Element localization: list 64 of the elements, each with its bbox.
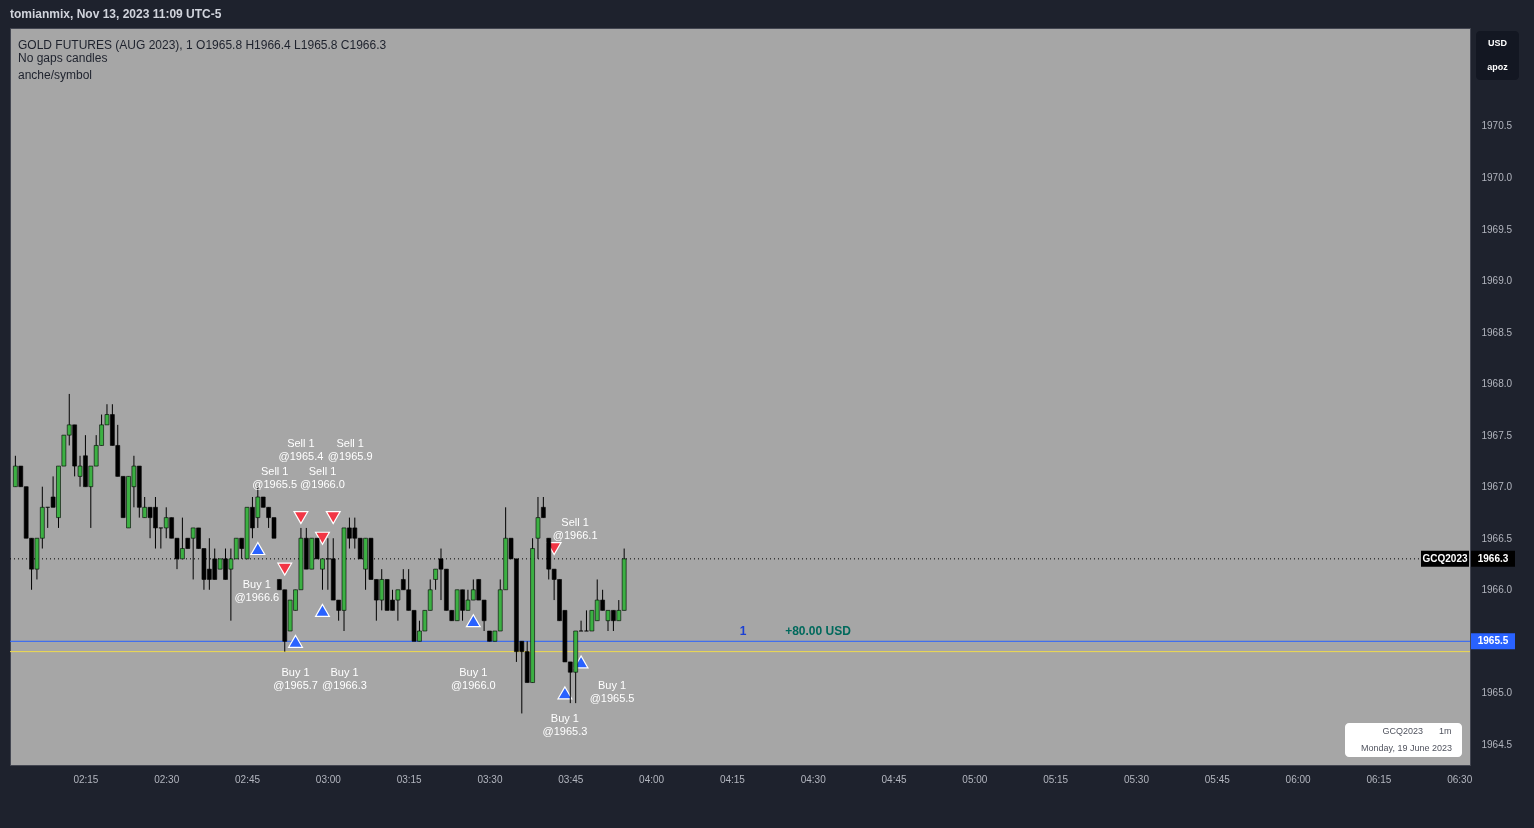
annotation: 1m — [1439, 726, 1452, 736]
x-tick-label: 05:45 — [1204, 773, 1231, 785]
text: GOLD FUTURES (AUG 2023), 1 O1965.8 H1966.4 L1965.8 C1966.3 — [18, 38, 387, 52]
x-tick-label: 02:15 — [73, 773, 99, 785]
annotation: Sell 1 @1965.9 — [327, 436, 373, 462]
annotation: GCQ2023 — [1382, 726, 1423, 736]
y-tick-label: 1967.5 — [1481, 429, 1513, 441]
x-tick-label: 03:00 — [315, 773, 342, 785]
annotation: Buy 1 @1966.6 — [234, 577, 280, 603]
x-tick-label: 05:00 — [962, 773, 988, 785]
text: No gaps candles — [18, 51, 108, 65]
annotation: Buy 1 @1965.5 — [589, 678, 635, 704]
text: tomianmix, Nov 13, 2023 11:09 UTC-5 — [10, 7, 222, 21]
annotation: Buy 1 @1965.3 — [542, 711, 588, 737]
x-tick-label: 04:00 — [639, 773, 665, 785]
point — [277, 562, 293, 576]
point — [325, 511, 341, 525]
x-tick-label: 06:15 — [1366, 773, 1392, 785]
point — [314, 531, 330, 545]
annotation: anche/symbol — [18, 68, 93, 82]
point — [465, 614, 481, 628]
x-tick-label: 06:30 — [1447, 773, 1473, 785]
y-tick-label: 1970.0 — [1481, 171, 1513, 183]
point — [293, 511, 309, 525]
annotation: Sell 1 @1966.1 — [552, 515, 598, 541]
x-tick-label: 03:45 — [558, 773, 584, 785]
ref-line-label: +80.00 USD — [785, 624, 852, 639]
x-tick-label: 03:30 — [477, 773, 503, 785]
annotation: Sell 1 @1965.5 — [252, 465, 298, 491]
text: apoz — [1487, 62, 1509, 72]
x-tick-label: 02:30 — [154, 773, 180, 785]
annotation: Sell 1 @1966.0 — [300, 465, 345, 491]
y-tick-label: 1967.0 — [1481, 481, 1513, 493]
y-tick-label: 1969.5 — [1481, 223, 1513, 235]
point — [314, 603, 330, 617]
x-tick-label: 03:15 — [396, 773, 423, 785]
point — [557, 686, 573, 700]
x-tick-label: 05:30 — [1123, 773, 1150, 785]
annotation: 1966.3 — [1477, 552, 1509, 564]
y-tick-label: 1968.0 — [1481, 378, 1513, 390]
ref-line-label: GCQ2023 — [1422, 552, 1468, 564]
x-tick-label: 04:30 — [800, 773, 827, 785]
annotation: Buy 1 @1966.0 — [450, 665, 496, 691]
annotation: Buy 1 @1966.3 — [322, 665, 367, 691]
point — [288, 634, 304, 648]
x-tick-label: 06:00 — [1285, 773, 1312, 785]
text: USD — [1487, 38, 1508, 48]
x-tick-label: 04:15 — [719, 773, 746, 785]
x-tick-label: 05:15 — [1043, 773, 1069, 785]
annotation: 1965.5 — [1477, 635, 1509, 647]
y-tick-label: 1969.0 — [1481, 275, 1513, 287]
y-tick-label: 1970.5 — [1481, 120, 1513, 132]
y-tick-label: 1965.0 — [1481, 687, 1513, 699]
y-tick-label: 1966.0 — [1481, 584, 1513, 596]
annotation: Monday, 19 June 2023 — [1361, 743, 1452, 753]
x-tick-label: 04:45 — [881, 773, 907, 785]
annotation: Sell 1 @1965.4 — [278, 437, 324, 463]
x-tick-label: 02:45 — [235, 773, 261, 785]
y-tick-label: 1968.5 — [1481, 326, 1513, 338]
y-tick-label: 1966.5 — [1481, 532, 1513, 544]
point — [250, 541, 266, 556]
y-tick-label: 1964.5 — [1481, 738, 1513, 750]
annotation: Buy 1 @1965.7 — [273, 666, 318, 692]
annotation: 1 — [739, 624, 747, 639]
